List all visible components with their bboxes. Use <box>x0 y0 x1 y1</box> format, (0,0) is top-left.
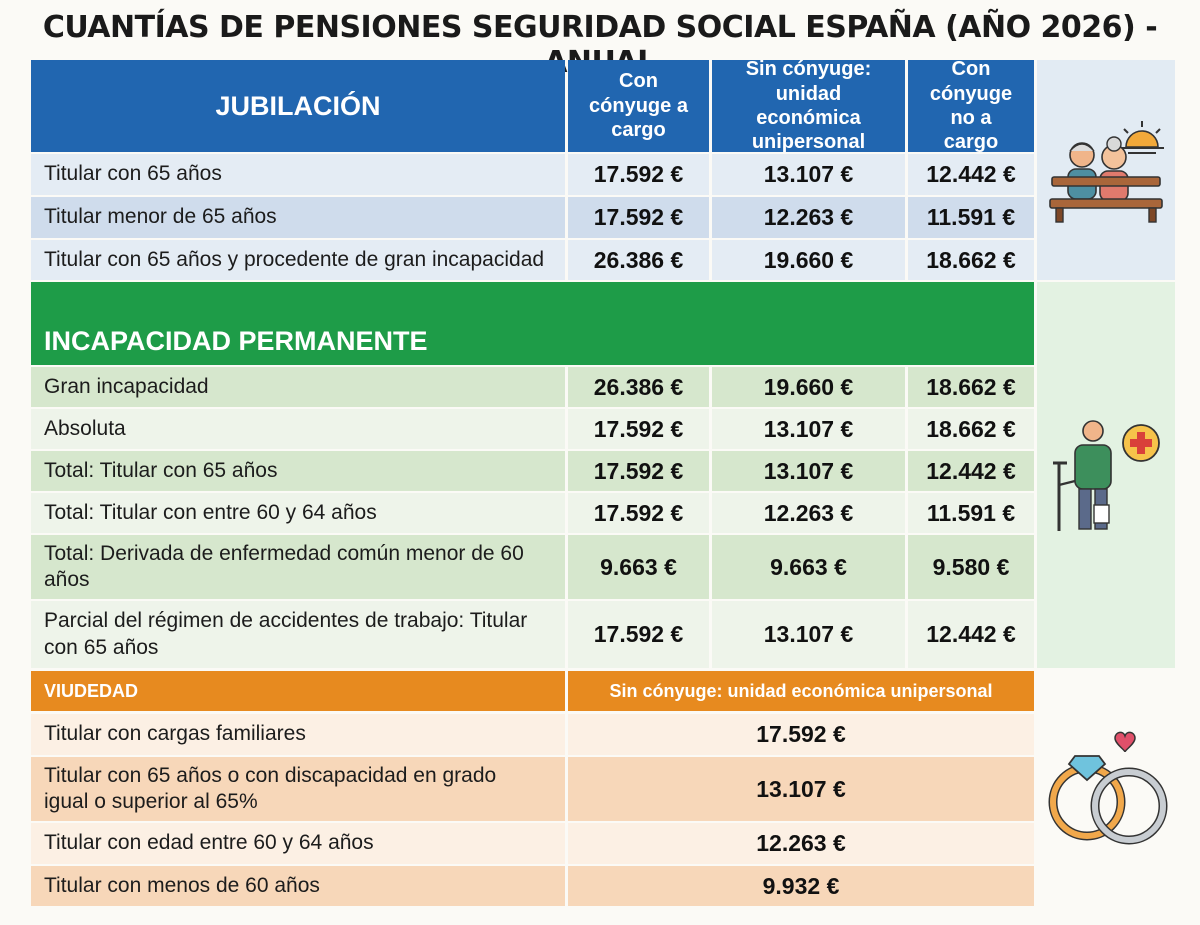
viudedad-row-value: 12.263 € <box>568 823 1034 864</box>
person-crutch-medical-cross-icon <box>1045 415 1170 535</box>
jubilacion-row-value-con-conyuge: 26.386 € <box>568 240 709 280</box>
incapacidad-row-value-no-a-cargo: 18.662 € <box>908 409 1034 449</box>
jubilacion-section: JUBILACIÓN Con cónyuge a cargo Sin cónyu… <box>31 58 1034 280</box>
viudedad-heading: VIUDEDAD <box>31 671 565 711</box>
incapacidad-row-value-no-a-cargo: 12.442 € <box>908 451 1034 491</box>
incapacidad-row-value-con-conyuge: 17.592 € <box>568 451 709 491</box>
incapacidad-row-label: Parcial del régimen de accidentes de tra… <box>31 601 565 668</box>
incapacidad-row-value-no-a-cargo: 9.580 € <box>908 535 1034 599</box>
incapacidad-row-value-con-conyuge: 9.663 € <box>568 535 709 599</box>
jubilacion-row-value-con-conyuge: 17.592 € <box>568 197 709 238</box>
incapacidad-row-value-con-conyuge: 17.592 € <box>568 409 709 449</box>
jubilacion-row-value-no-a-cargo: 12.442 € <box>908 154 1034 195</box>
viudedad-row-value: 17.592 € <box>568 714 1034 755</box>
incapacidad-row-value-sin-conyuge: 13.107 € <box>712 409 905 449</box>
incapacidad-section: INCAPACIDAD PERMANENTE Gran incapacidad … <box>31 282 1034 668</box>
viudedad-row-label: Titular con edad entre 60 y 64 años <box>31 823 565 864</box>
jubilacion-row-label: Titular menor de 65 años <box>31 197 565 238</box>
column-header-con-conyuge: Con cónyuge a cargo <box>568 60 709 152</box>
jubilacion-row-value-no-a-cargo: 11.591 € <box>908 197 1034 238</box>
incapacidad-row-value-con-conyuge: 17.592 € <box>568 601 709 668</box>
incapacidad-row-value-sin-conyuge: 13.107 € <box>712 601 905 668</box>
jubilacion-row-value-no-a-cargo: 18.662 € <box>908 240 1034 280</box>
viudedad-section: VIUDEDAD Sin cónyuge: unidad económica u… <box>31 671 1034 907</box>
column-header-no-a-cargo: Con cónyuge no a cargo <box>908 58 1034 153</box>
incapacidad-row-value-sin-conyuge: 12.263 € <box>712 493 905 533</box>
column-header-sin-conyuge: Sin cónyuge: unidad económica unipersona… <box>712 58 905 153</box>
incapacidad-row-value-con-conyuge: 17.592 € <box>568 493 709 533</box>
incapacidad-row-value-sin-conyuge: 19.660 € <box>712 367 905 407</box>
viudedad-row-label: Titular con cargas familiares <box>31 714 565 755</box>
elderly-couple-bench-icon <box>1048 115 1168 225</box>
wedding-rings-heart-icon <box>1045 730 1175 845</box>
jubilacion-row-value-con-conyuge: 17.592 € <box>568 154 709 195</box>
incapacidad-row-label: Total: Titular con 65 años <box>31 451 565 491</box>
incapacidad-row-value-sin-conyuge: 9.663 € <box>712 535 905 599</box>
jubilacion-heading-text: JUBILACIÓN <box>215 90 381 121</box>
viudedad-row-label: Titular con 65 años o con discapacidad e… <box>31 757 565 821</box>
incapacidad-row-label: Total: Derivada de enfermedad común meno… <box>31 535 565 599</box>
incapacidad-row-value-no-a-cargo: 12.442 € <box>908 601 1034 668</box>
viudedad-column-header: Sin cónyuge: unidad económica unipersona… <box>568 671 1034 711</box>
jubilacion-row-label: Titular con 65 años <box>31 154 565 195</box>
jubilacion-row-value-sin-conyuge: 13.107 € <box>712 154 905 195</box>
jubilacion-heading: JUBILACIÓN <box>31 60 565 152</box>
viudedad-row-value: 9.932 € <box>568 866 1034 906</box>
viudedad-row-value: 13.107 € <box>568 757 1034 821</box>
jubilacion-row-value-sin-conyuge: 12.263 € <box>712 197 905 238</box>
viudedad-row-label: Titular con menos de 60 años <box>31 866 565 906</box>
incapacidad-row-label: Gran incapacidad <box>31 367 565 407</box>
incapacidad-row-value-con-conyuge: 26.386 € <box>568 367 709 407</box>
incapacidad-row-value-sin-conyuge: 13.107 € <box>712 451 905 491</box>
incapacidad-row-value-no-a-cargo: 11.591 € <box>908 493 1034 533</box>
incapacidad-heading: INCAPACIDAD PERMANENTE <box>31 282 1034 365</box>
jubilacion-row-value-sin-conyuge: 19.660 € <box>712 240 905 280</box>
jubilacion-row-label: Titular con 65 años y procedente de gran… <box>31 240 565 280</box>
incapacidad-row-label: Absoluta <box>31 409 565 449</box>
incapacidad-row-value-no-a-cargo: 18.662 € <box>908 367 1034 407</box>
jubilacion-side-panel <box>1037 60 1175 280</box>
incapacidad-heading-text: INCAPACIDAD PERMANENTE <box>44 326 428 356</box>
incapacidad-row-label: Total: Titular con entre 60 y 64 años <box>31 493 565 533</box>
